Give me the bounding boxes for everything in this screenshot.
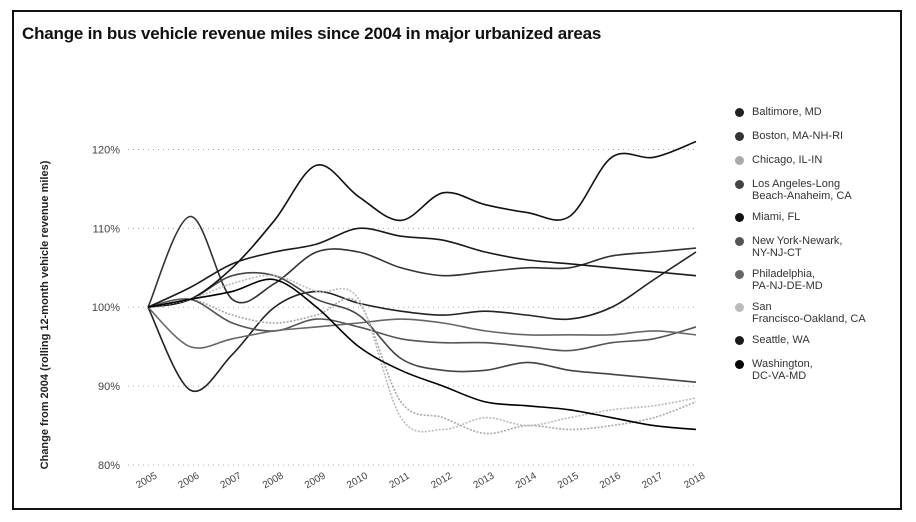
y-tick-label: 90% — [98, 381, 120, 393]
x-tick-label: 2005 — [134, 470, 159, 491]
series-line-seattle-wa — [147, 227, 697, 308]
legend-swatch-icon — [735, 270, 744, 279]
x-tick-label: 2007 — [219, 470, 244, 491]
legend-item: Baltimore, MD — [735, 106, 900, 118]
legend-label: Philadelphia, PA-NJ-DE-MD — [752, 268, 823, 292]
legend-item: Washington, DC-VA-MD — [735, 358, 900, 382]
x-tick-label: 2011 — [388, 470, 413, 490]
legend-item: San Francisco-Oakland, CA — [735, 301, 900, 325]
legend-label: Baltimore, MD — [752, 106, 822, 118]
legend-swatch-icon — [735, 303, 744, 312]
legend-item: Miami, FL — [735, 211, 900, 223]
legend-swatch-icon — [735, 108, 744, 117]
legend-swatch-icon — [735, 336, 744, 345]
legend-item: Seattle, WA — [735, 334, 900, 346]
legend-label: Seattle, WA — [752, 334, 810, 346]
series-line-chicago-il-in — [147, 297, 697, 435]
x-tick-label: 2017 — [640, 470, 665, 491]
x-tick-label: 2009 — [303, 470, 328, 491]
legend-label: Chicago, IL-IN — [752, 154, 823, 166]
y-tick-label: 80% — [98, 460, 120, 472]
legend-item: New York-Newark, NY-NJ-CT — [735, 235, 900, 259]
legend-label: Miami, FL — [752, 211, 801, 223]
x-tick-label: 2016 — [598, 470, 623, 491]
x-tick-label: 2014 — [514, 470, 539, 491]
y-tick-label: 120% — [92, 144, 120, 156]
series-line-baltimore-md — [147, 251, 697, 393]
series-line-miami-fl — [147, 140, 697, 309]
legend-label: Los Angeles-Long Beach-Anaheim, CA — [752, 178, 852, 202]
legend-label: San Francisco-Oakland, CA — [752, 301, 866, 325]
legend-item: Boston, MA-NH-RI — [735, 130, 900, 142]
x-tick-label: 2013 — [472, 470, 497, 491]
series-line-philadelphia-pa-nj-de-md — [147, 306, 697, 349]
legend-swatch-icon — [735, 237, 744, 246]
y-axis-label: Change from 2004 (rolling 12-month vehic… — [39, 160, 51, 469]
legend-swatch-icon — [735, 156, 744, 165]
legend-item: Chicago, IL-IN — [735, 154, 900, 166]
series-line-boston-ma-nh-ri — [147, 215, 697, 308]
legend-swatch-icon — [735, 180, 744, 189]
legend-swatch-icon — [735, 132, 744, 141]
y-tick-label: 110% — [93, 223, 121, 235]
legend-swatch-icon — [735, 360, 744, 369]
legend-label: New York-Newark, NY-NJ-CT — [752, 235, 843, 259]
x-tick-label: 2012 — [429, 470, 454, 491]
chart-title: Change in bus vehicle revenue miles sinc… — [22, 24, 602, 43]
x-tick-label: 2018 — [682, 470, 707, 491]
legend-item: Los Angeles-Long Beach-Anaheim, CA — [735, 178, 900, 202]
series-line-los-angeles-long-beach-anaheim-ca — [147, 271, 697, 383]
series-line-san-francisco-oakland-ca — [147, 274, 697, 433]
legend: Baltimore, MD Boston, MA-NH-RI Chicago, IL… — [735, 106, 900, 391]
x-tick-label: 2010 — [345, 470, 370, 491]
x-tick-label: 2006 — [177, 470, 202, 491]
series-line-washington-dc-va-md — [147, 278, 697, 431]
series-line-new-york-newark-ny-nj-ct — [147, 298, 697, 352]
legend-item: Philadelphia, PA-NJ-DE-MD — [735, 268, 900, 292]
x-tick-label: 2015 — [556, 470, 581, 491]
legend-label: Washington, DC-VA-MD — [752, 358, 813, 382]
x-tick-label: 2008 — [261, 470, 286, 491]
y-tick-label: 100% — [92, 302, 120, 314]
legend-label: Boston, MA-NH-RI — [752, 130, 844, 142]
legend-swatch-icon — [735, 213, 744, 222]
